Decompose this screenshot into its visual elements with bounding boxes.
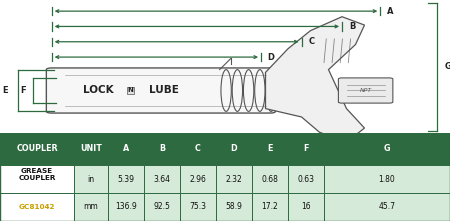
Bar	[216, 133, 252, 165]
Text: F: F	[20, 86, 26, 95]
Bar	[288, 133, 324, 165]
Text: COUPLER: COUPLER	[16, 145, 58, 153]
Text: 3.64: 3.64	[153, 175, 171, 183]
Text: G: G	[445, 62, 450, 71]
Bar	[216, 165, 252, 193]
Text: GC81042: GC81042	[19, 204, 55, 210]
Text: D: D	[231, 145, 237, 153]
Bar	[144, 193, 180, 221]
Text: G: G	[384, 145, 390, 153]
Text: 5.39: 5.39	[117, 175, 135, 183]
Polygon shape	[266, 17, 365, 142]
Bar	[252, 133, 288, 165]
Text: 92.5: 92.5	[153, 202, 171, 211]
Bar	[180, 133, 216, 165]
Bar	[180, 193, 216, 221]
Bar	[108, 133, 144, 165]
FancyBboxPatch shape	[338, 78, 393, 103]
Bar	[108, 193, 144, 221]
Text: B: B	[349, 22, 355, 31]
Text: 136.9: 136.9	[115, 202, 137, 211]
Text: 16: 16	[301, 202, 311, 211]
Text: 2.32: 2.32	[225, 175, 243, 183]
Text: C: C	[308, 37, 315, 46]
Bar	[0, 193, 74, 221]
Text: C: C	[195, 145, 201, 153]
Bar	[144, 165, 180, 193]
Text: NPT: NPT	[360, 88, 372, 93]
Text: F: F	[303, 145, 309, 153]
Bar	[252, 193, 288, 221]
Text: D: D	[268, 53, 275, 62]
Text: 17.2: 17.2	[261, 202, 279, 211]
Text: LOCK: LOCK	[83, 86, 114, 95]
Bar	[0, 165, 74, 193]
Text: 0.63: 0.63	[297, 175, 315, 183]
Text: B: B	[159, 145, 165, 153]
Text: mm: mm	[84, 202, 99, 211]
Bar	[288, 165, 324, 193]
Bar	[108, 165, 144, 193]
Text: N: N	[127, 88, 134, 93]
Bar	[324, 133, 450, 165]
Text: GREASE
COUPLER: GREASE COUPLER	[18, 168, 56, 181]
Text: E: E	[267, 145, 273, 153]
Bar	[74, 165, 108, 193]
Text: A: A	[387, 7, 393, 16]
Bar	[252, 165, 288, 193]
Bar	[74, 133, 108, 165]
Text: in: in	[88, 175, 94, 183]
Bar	[74, 193, 108, 221]
Bar	[144, 133, 180, 165]
Text: LUBE: LUBE	[148, 86, 178, 95]
Text: A: A	[123, 145, 129, 153]
Text: UNIT: UNIT	[80, 145, 102, 153]
Bar	[0, 133, 74, 165]
Bar	[288, 193, 324, 221]
Bar	[216, 193, 252, 221]
Text: 75.3: 75.3	[189, 202, 207, 211]
Bar	[324, 193, 450, 221]
Bar	[324, 165, 450, 193]
Text: E: E	[3, 86, 8, 95]
Text: 45.7: 45.7	[378, 202, 396, 211]
Text: 1.80: 1.80	[378, 175, 396, 183]
Text: 58.9: 58.9	[225, 202, 243, 211]
Bar	[180, 165, 216, 193]
FancyBboxPatch shape	[46, 68, 275, 113]
Text: 0.68: 0.68	[261, 175, 279, 183]
Text: 2.96: 2.96	[189, 175, 207, 183]
